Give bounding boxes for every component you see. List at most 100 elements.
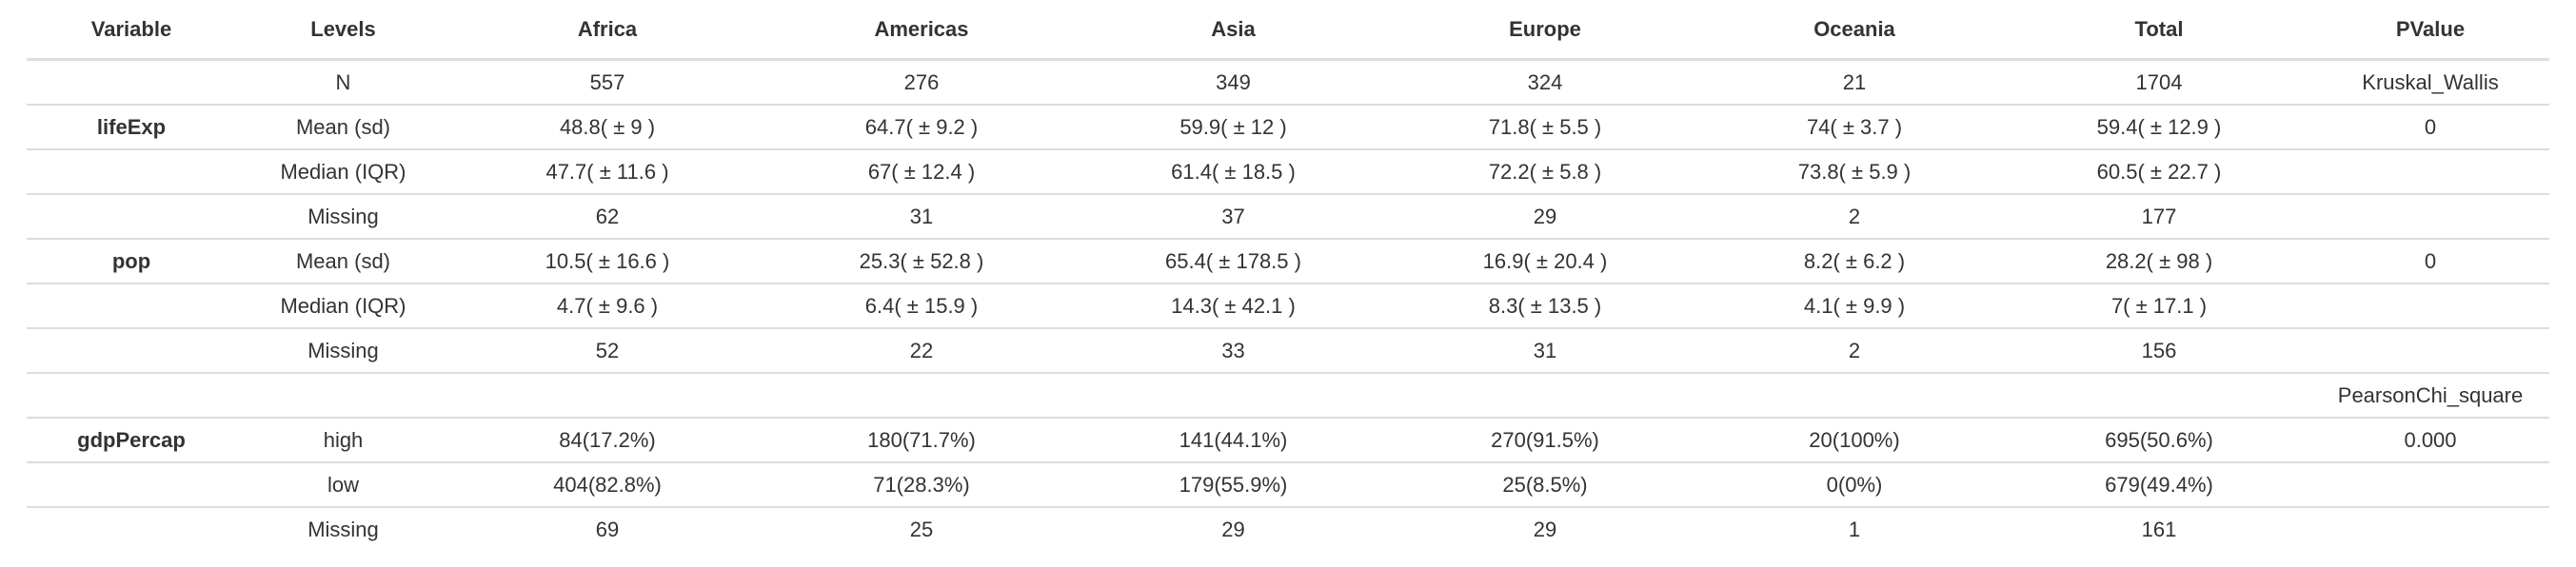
header-variable: Variable bbox=[27, 0, 236, 61]
cell-total: 59.4( ± 12.9 ) bbox=[2007, 104, 2311, 149]
cell-total: 1704 bbox=[2007, 58, 2311, 105]
cell-total: 679(49.4%) bbox=[2007, 461, 2311, 507]
cell-oceania: 4.1( ± 9.9 ) bbox=[1702, 283, 2007, 328]
cell-total: 161 bbox=[2007, 506, 2311, 551]
cell-africa: 557 bbox=[450, 58, 764, 105]
cell-asia: 65.4( ± 178.5 ) bbox=[1079, 238, 1388, 284]
cell-europe: 270(91.5%) bbox=[1388, 417, 1702, 462]
cell-asia: 61.4( ± 18.5 ) bbox=[1079, 148, 1388, 194]
cell-pvalue bbox=[2311, 461, 2549, 507]
header-americas: Americas bbox=[764, 0, 1079, 61]
cell-pvalue bbox=[2311, 148, 2549, 194]
cell-americas: 180(71.7%) bbox=[764, 417, 1079, 462]
cell-variable bbox=[27, 58, 236, 105]
cell-africa: 69 bbox=[450, 506, 764, 551]
table-row: low 404(82.8%) 71(28.3%) 179(55.9%) 25(8… bbox=[27, 461, 2549, 507]
cell-level: Missing bbox=[236, 193, 450, 239]
cell-europe: 8.3( ± 13.5 ) bbox=[1388, 283, 1702, 328]
cell-americas: 67( ± 12.4 ) bbox=[764, 148, 1079, 194]
cell-africa: 10.5( ± 16.6 ) bbox=[450, 238, 764, 284]
header-africa: Africa bbox=[450, 0, 764, 61]
header-total: Total bbox=[2007, 0, 2311, 61]
cell-americas: 25 bbox=[764, 506, 1079, 551]
cell-europe: 29 bbox=[1388, 193, 1702, 239]
cell-europe bbox=[1388, 372, 1702, 418]
cell-variable bbox=[27, 372, 236, 418]
cell-europe: 25(8.5%) bbox=[1388, 461, 1702, 507]
cell-oceania: 0(0%) bbox=[1702, 461, 2007, 507]
cell-total bbox=[2007, 372, 2311, 418]
cell-oceania: 21 bbox=[1702, 58, 2007, 105]
table-row: Missing 62 31 37 29 2 177 bbox=[27, 193, 2549, 239]
cell-americas: 276 bbox=[764, 58, 1079, 105]
cell-oceania: 2 bbox=[1702, 193, 2007, 239]
cell-oceania: 73.8( ± 5.9 ) bbox=[1702, 148, 2007, 194]
cell-pvalue bbox=[2311, 506, 2549, 551]
cell-total: 695(50.6%) bbox=[2007, 417, 2311, 462]
header-europe: Europe bbox=[1388, 0, 1702, 61]
header-asia: Asia bbox=[1079, 0, 1388, 61]
cell-variable bbox=[27, 193, 236, 239]
table-row: lifeExp Mean (sd) 48.8( ± 9 ) 64.7( ± 9.… bbox=[27, 104, 2549, 149]
cell-europe: 29 bbox=[1388, 506, 1702, 551]
cell-europe: 324 bbox=[1388, 58, 1702, 105]
cell-africa: 52 bbox=[450, 327, 764, 373]
cell-pvalue bbox=[2311, 327, 2549, 373]
cell-level: Missing bbox=[236, 506, 450, 551]
cell-level: Median (IQR) bbox=[236, 283, 450, 328]
cell-oceania: 20(100%) bbox=[1702, 417, 2007, 462]
cell-europe: 71.8( ± 5.5 ) bbox=[1388, 104, 1702, 149]
cell-pvalue bbox=[2311, 283, 2549, 328]
table-row: Median (IQR) 47.7( ± 11.6 ) 67( ± 12.4 )… bbox=[27, 148, 2549, 194]
cell-europe: 72.2( ± 5.8 ) bbox=[1388, 148, 1702, 194]
cell-asia bbox=[1079, 372, 1388, 418]
cell-oceania: 74( ± 3.7 ) bbox=[1702, 104, 2007, 149]
cell-total: 7( ± 17.1 ) bbox=[2007, 283, 2311, 328]
cell-pvalue: 0 bbox=[2311, 104, 2549, 149]
cell-variable: gdpPercap bbox=[27, 417, 236, 462]
cell-asia: 59.9( ± 12 ) bbox=[1079, 104, 1388, 149]
cell-level: high bbox=[236, 417, 450, 462]
cell-oceania bbox=[1702, 372, 2007, 418]
cell-americas: 71(28.3%) bbox=[764, 461, 1079, 507]
cell-variable bbox=[27, 506, 236, 551]
cell-variable bbox=[27, 283, 236, 328]
cell-level: N bbox=[236, 58, 450, 105]
cell-pvalue: 0 bbox=[2311, 238, 2549, 284]
cell-americas: 22 bbox=[764, 327, 1079, 373]
header-levels: Levels bbox=[236, 0, 450, 61]
cell-level bbox=[236, 372, 450, 418]
table-row: N 557 276 349 324 21 1704 Kruskal_Wallis bbox=[27, 58, 2549, 105]
cell-pvalue: Kruskal_Wallis bbox=[2311, 58, 2549, 105]
cell-oceania: 1 bbox=[1702, 506, 2007, 551]
cell-level: Mean (sd) bbox=[236, 104, 450, 149]
cell-asia: 349 bbox=[1079, 58, 1388, 105]
cell-americas: 6.4( ± 15.9 ) bbox=[764, 283, 1079, 328]
table-row: Median (IQR) 4.7( ± 9.6 ) 6.4( ± 15.9 ) … bbox=[27, 283, 2549, 328]
cell-pvalue: 0.000 bbox=[2311, 417, 2549, 462]
cell-africa: 4.7( ± 9.6 ) bbox=[450, 283, 764, 328]
summary-table: Variable Levels Africa Americas Asia Eur… bbox=[27, 0, 2549, 551]
cell-level: Missing bbox=[236, 327, 450, 373]
cell-level: low bbox=[236, 461, 450, 507]
table-row: Missing 69 25 29 29 1 161 bbox=[27, 506, 2549, 551]
cell-level: Median (IQR) bbox=[236, 148, 450, 194]
header-pvalue: PValue bbox=[2311, 0, 2549, 61]
cell-africa: 404(82.8%) bbox=[450, 461, 764, 507]
cell-africa: 47.7( ± 11.6 ) bbox=[450, 148, 764, 194]
cell-oceania: 8.2( ± 6.2 ) bbox=[1702, 238, 2007, 284]
cell-europe: 16.9( ± 20.4 ) bbox=[1388, 238, 1702, 284]
cell-total: 28.2( ± 98 ) bbox=[2007, 238, 2311, 284]
cell-total: 60.5( ± 22.7 ) bbox=[2007, 148, 2311, 194]
cell-pvalue: PearsonChi_square bbox=[2311, 372, 2549, 418]
cell-variable bbox=[27, 327, 236, 373]
cell-total: 177 bbox=[2007, 193, 2311, 239]
table-row: gdpPercap high 84(17.2%) 180(71.7%) 141(… bbox=[27, 417, 2549, 462]
table-row: PearsonChi_square bbox=[27, 372, 2549, 418]
cell-americas: 31 bbox=[764, 193, 1079, 239]
cell-africa: 84(17.2%) bbox=[450, 417, 764, 462]
cell-americas bbox=[764, 372, 1079, 418]
cell-asia: 141(44.1%) bbox=[1079, 417, 1388, 462]
summary-table-container: Variable Levels Africa Americas Asia Eur… bbox=[27, 0, 2549, 551]
cell-variable: lifeExp bbox=[27, 104, 236, 149]
